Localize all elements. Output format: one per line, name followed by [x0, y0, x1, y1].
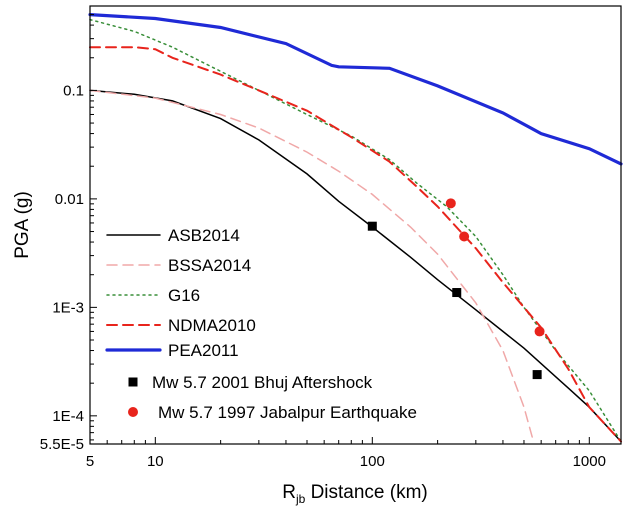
- y-tick-label: 5.5E-5: [40, 436, 84, 453]
- y-tick-label: 1E-3: [52, 299, 84, 316]
- data-point-mw-5-7-1997-jabalpur-earthquake-0: [445, 198, 456, 209]
- x-tick-label: 10: [147, 453, 164, 470]
- series-line-bssa2014: [89, 89, 534, 441]
- legend-label-g16: G16: [168, 286, 200, 305]
- x-axis-title-sub: jb: [295, 492, 306, 506]
- plot-frame: [89, 5, 622, 445]
- x-tick-label: 1000: [573, 453, 606, 470]
- series-line-pea2011: [88, 13, 623, 166]
- legend-label-pea2011: PEA2011: [168, 341, 239, 360]
- data-point-mw-5-7-1997-jabalpur-earthquake-2: [534, 326, 545, 337]
- ticks-layer: 5 10 100 1000 5.5E-5 1E-4 1E-3 0.01 0.1: [40, 14, 606, 470]
- x-tick-label: 100: [360, 453, 385, 470]
- x-axis-title: Rjb Distance (km): [282, 482, 428, 506]
- legend-label-bssa2014: BSSA2014: [168, 256, 251, 275]
- legend: ASB2014 BSSA2014 G16 NDMA2010 PEA2011 Mw 5.7 …: [105, 226, 417, 422]
- legend-label-asb2014: ASB2014: [168, 226, 240, 245]
- legend-label-mw-5-7-2001-bhuj-aftershock: Mw 5.7 2001 Bhuj Aftershock: [152, 373, 373, 392]
- data-point-mw-5-7-1997-jabalpur-earthquake-1: [459, 231, 470, 242]
- x-axis-title-rest: Distance (km): [305, 482, 427, 503]
- y-tick-label: 1E-4: [52, 408, 84, 425]
- legend-label-mw-5-7-1997-jabalpur-earthquake: Mw 5.7 1997 Jabalpur Earthquake: [158, 403, 417, 422]
- y-tick-label: 0.1: [63, 82, 84, 99]
- x-tick-label: 5: [86, 453, 94, 470]
- y-axis-title: PGA (g): [12, 191, 33, 259]
- data-point-mw-5-7-2001-bhuj-aftershock-1: [452, 288, 462, 298]
- legend-label-ndma2010: NDMA2010: [168, 316, 256, 335]
- legend-swatch-mw-5-7-1997-jabalpur-earthquake: [128, 407, 138, 417]
- series-line-ndma2010: [89, 46, 622, 443]
- data-point-mw-5-7-2001-bhuj-aftershock-0: [367, 221, 377, 231]
- legend-swatch-mw-5-7-2001-bhuj-aftershock: [128, 377, 138, 387]
- data-point-mw-5-7-2001-bhuj-aftershock-2: [532, 370, 542, 380]
- series-layer: [88, 13, 623, 443]
- y-tick-label: 0.01: [55, 191, 84, 208]
- x-axis-title-main: R: [282, 482, 296, 503]
